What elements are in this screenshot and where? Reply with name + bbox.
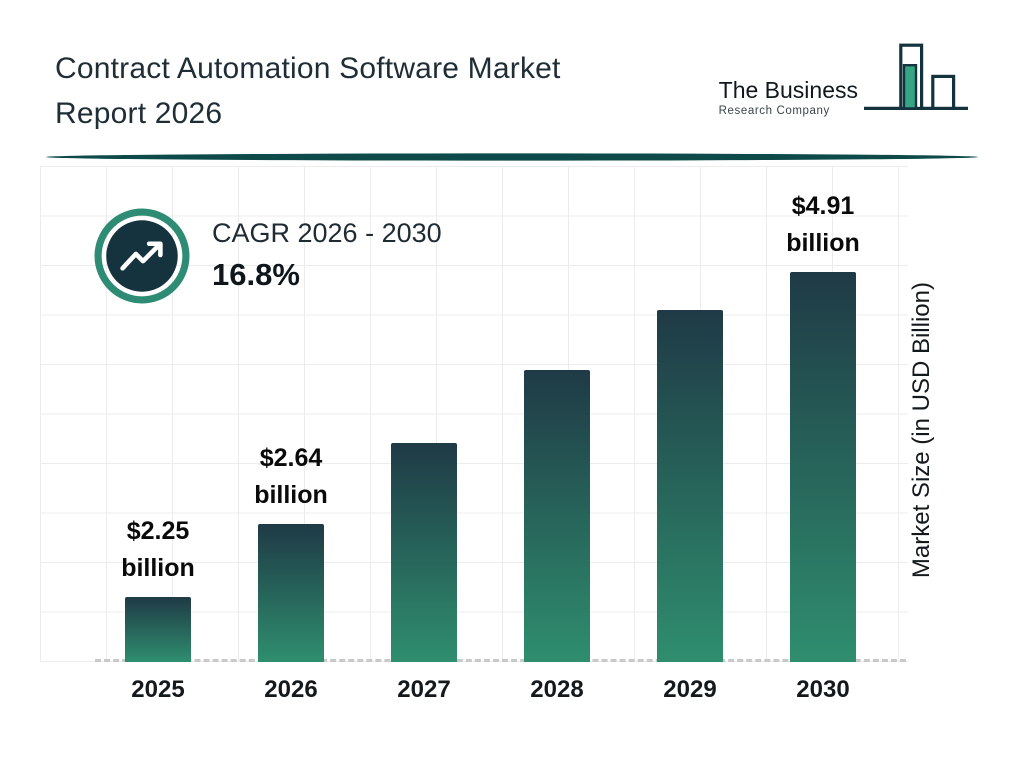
bar-2027: [391, 443, 457, 662]
x-axis-label: 2027: [397, 676, 451, 703]
logo-bar-chart-icon: [864, 36, 968, 125]
bar-value-label: $2.64 billion: [181, 440, 401, 514]
logo-subname: Research Company: [718, 105, 830, 117]
x-axis-label: 2025: [131, 676, 185, 703]
bar-value-unit: billion: [121, 554, 195, 582]
logo-text: The Business Research Company: [719, 77, 858, 125]
bar-value-unit: billion: [254, 481, 328, 509]
logo-name: The Business: [718, 77, 858, 103]
page-title: Contract Automation Software Market Repo…: [55, 46, 715, 136]
chart-baseline: [95, 659, 906, 662]
x-axis-label: 2030: [796, 676, 850, 703]
bar-value-amount: $2.64: [259, 444, 323, 472]
divider-line: [44, 150, 980, 168]
chart-area: $2.25 billion $2.64 billion $4.91 billion: [40, 166, 908, 662]
bar-2029: [657, 310, 723, 662]
bar-value-amount: $4.91: [791, 192, 855, 220]
trending-up-icon: [94, 208, 190, 309]
bar-2028: [524, 370, 590, 662]
x-axis-label: 2029: [663, 676, 717, 703]
bar-value-unit: billion: [786, 229, 860, 257]
y-axis-label: Market Size (in USD Billion): [908, 282, 935, 579]
page-title-line1: Contract Automation Software Market: [55, 52, 561, 85]
cagr-label: CAGR 2026 - 2030: [212, 218, 442, 248]
bar-value-label: $4.91 billion: [713, 188, 933, 262]
logo: The Business Research Company: [719, 36, 968, 125]
page-title-line2: Report 2026: [55, 97, 223, 130]
bar-2026: [258, 524, 324, 662]
bar-2025: [125, 597, 191, 662]
cagr-value: 16.8%: [212, 257, 300, 292]
x-axis-label: 2026: [264, 676, 318, 703]
bar-2030: [790, 272, 856, 662]
bar-value-label: $2.25 billion: [48, 513, 268, 587]
x-axis-label: 2028: [530, 676, 584, 703]
bar-value-amount: $2.25: [126, 517, 190, 545]
cagr-block: CAGR 2026 - 2030 16.8%: [212, 218, 442, 293]
x-axis: 2025 2026 2027 2028 2029 2030: [40, 676, 908, 710]
